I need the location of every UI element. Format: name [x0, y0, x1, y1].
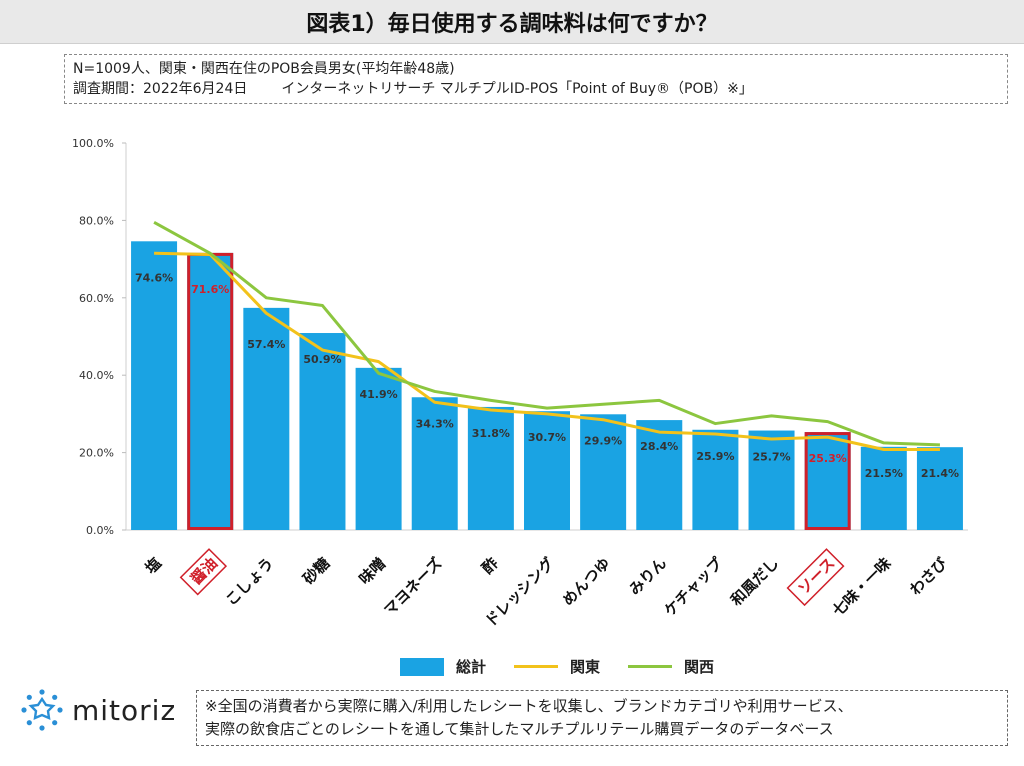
- data-label: 29.9%: [584, 434, 622, 447]
- y-tick-label: 100.0%: [72, 137, 114, 150]
- bar-total: [411, 397, 458, 530]
- data-label: 25.7%: [752, 451, 790, 464]
- bar-total: [804, 432, 851, 530]
- category-label: こしょう: [222, 554, 277, 609]
- category-label: 七味・一味: [829, 554, 895, 620]
- bar-total: [524, 411, 570, 530]
- y-tick-label: 80.0%: [79, 214, 114, 227]
- bar-total: [467, 406, 514, 530]
- data-label: 30.7%: [528, 431, 566, 444]
- data-label: 25.3%: [809, 452, 847, 465]
- survey-method: インターネットリサーチ マルチプルID-POS「Point of Buy®（PO…: [281, 81, 753, 97]
- mitoriz-logo-icon: [21, 689, 63, 731]
- x-axis-labels: 塩醤油 こしょう 砂糖 味噌マヨネーズ 酢ドレッシング めんつゆ みりんケチャップ 和風だしソ…: [142, 548, 951, 630]
- data-label: 50.9%: [303, 353, 341, 366]
- logo-text: mitoriz: [72, 693, 177, 727]
- bar-line-chart: 0.0% 20.0% 40.0% 60.0% 80.0% 100.0% 74.6% 71.6…: [72, 137, 968, 630]
- bar-total: [692, 429, 739, 530]
- data-label: 21.4%: [921, 467, 959, 480]
- bar-total: [131, 241, 178, 530]
- bar-total: [748, 430, 795, 530]
- legend-swatch-total: [400, 657, 444, 676]
- bar-total: [636, 420, 683, 530]
- category-label: ソース: [794, 554, 838, 598]
- y-tick-label: 60.0%: [79, 292, 114, 305]
- data-label: 71.6%: [191, 283, 229, 296]
- survey-period: 調査期間：2022年6月24日: [73, 81, 248, 97]
- category-label: わさび: [906, 554, 951, 599]
- category-label: マヨネーズ: [380, 554, 445, 619]
- bar-total: [187, 252, 234, 530]
- category-label: 塩: [142, 554, 165, 577]
- chart-legend: 総計 関東 関西: [400, 656, 742, 677]
- survey-sample-line: N=1009人、関東・関西在住のPOB会員男女(平均年齢48歳): [73, 61, 455, 77]
- y-tick-label: 0.0%: [86, 524, 114, 537]
- data-label: 25.9%: [696, 450, 734, 463]
- data-label: 21.5%: [865, 467, 903, 480]
- data-label: 34.3%: [416, 417, 454, 430]
- mitoriz-logo: mitoriz: [20, 688, 176, 732]
- data-labels: 74.6% 71.6% 57.4% 50.9% 41.9% 34.3% 31.8% 30.7%…: [135, 271, 959, 480]
- category-label: 味噌: [355, 554, 389, 588]
- data-label: 74.6%: [135, 271, 173, 284]
- y-tick-label: 20.0%: [79, 447, 114, 460]
- legend-label-kansai: 関西: [684, 658, 715, 676]
- category-label: 和風だし: [727, 554, 782, 609]
- footnote-line-2: 実際の飲食店ごとのレシートを通して集計したマルチプルリテール購買データのデータベ…: [205, 720, 834, 738]
- data-label: 41.9%: [360, 388, 398, 401]
- category-label: みりん: [626, 554, 671, 599]
- legend-swatch-kansai: [628, 665, 673, 668]
- data-label: 57.4%: [247, 338, 285, 351]
- legend-item-kanto: 関東: [514, 656, 600, 677]
- bar-total: [860, 446, 907, 530]
- category-highlight-box: [786, 548, 845, 607]
- category-label: めんつゆ: [559, 554, 614, 609]
- y-tick-label: 40.0%: [79, 369, 114, 382]
- legend-swatch-kanto: [514, 665, 559, 668]
- line-kanto: [154, 251, 940, 452]
- bars-total: [131, 241, 963, 531]
- bar-total: [580, 414, 627, 530]
- line-kansai: [153, 221, 940, 447]
- category-highlight-box: [179, 548, 228, 596]
- category-label: 酢: [478, 554, 501, 577]
- bar-highlight-frame: [804, 432, 851, 530]
- survey-info-box: N=1009人、関東・関西在住のPOB会員男女(平均年齢48歳) 調査期間：20…: [64, 54, 1008, 104]
- legend-label-kanto: 関東: [570, 658, 601, 676]
- footnote-line-1: ※全国の消費者から実際に購入/利用したレシートを収集し、ブランドカテゴリや利用サ…: [205, 697, 853, 715]
- footnote-box: ※全国の消費者から実際に購入/利用したレシートを収集し、ブランドカテゴリや利用サ…: [196, 690, 1008, 746]
- bar-total: [355, 367, 402, 530]
- legend-item-total: 総計: [400, 656, 486, 677]
- legend-item-kansai: 関西: [628, 656, 714, 677]
- survey-period-line: 調査期間：2022年6月24日 インターネットリサーチ マルチプルID-POS「P…: [73, 79, 999, 99]
- bar-total: [299, 333, 346, 530]
- data-label: 31.8%: [472, 427, 510, 440]
- bar-total: [243, 307, 290, 530]
- category-label: ケチャップ: [661, 553, 727, 619]
- bar-total: [916, 447, 963, 530]
- category-label: 醤油: [187, 554, 221, 588]
- data-label: 28.4%: [640, 440, 678, 453]
- lines-regional: [153, 221, 940, 452]
- chart-title: 図表1）毎日使用する調味料は何ですか？: [0, 0, 1024, 44]
- category-label: 砂糖: [299, 554, 333, 588]
- legend-label-total: 総計: [456, 658, 487, 676]
